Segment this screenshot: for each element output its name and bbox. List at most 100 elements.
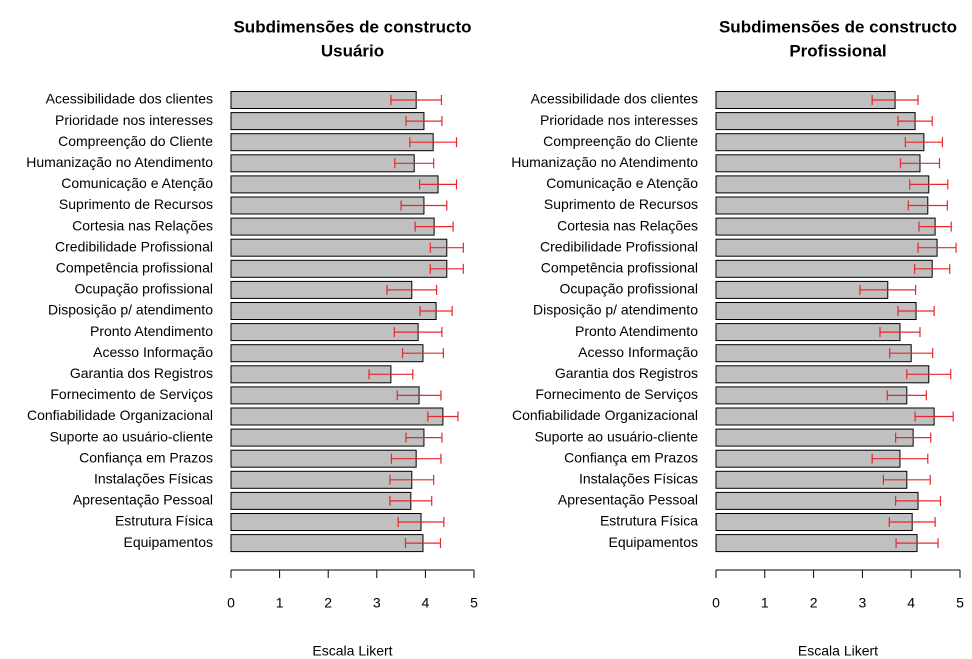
- y-tick-label: Estrutura Física: [600, 513, 698, 529]
- error-bar: [895, 538, 939, 549]
- error-bar: [888, 517, 936, 527]
- y-tick-label: Acesso Informação: [578, 344, 698, 360]
- bar: [715, 407, 935, 426]
- bar: [230, 280, 413, 299]
- bar: [230, 175, 439, 194]
- y-tick-label: Comunicação e Atenção: [61, 175, 213, 191]
- x-tick-label: 1: [276, 595, 284, 611]
- bar: [715, 302, 917, 320]
- y-tick-label: Humanização no Atendimento: [511, 154, 698, 170]
- error-bar: [897, 306, 935, 316]
- bar: [230, 470, 413, 489]
- y-tick-label: Credibilidade Profissional: [55, 238, 213, 254]
- chart-title: Subdimensões de constructo: [233, 17, 471, 36]
- x-tick-label: 5: [956, 595, 964, 611]
- bar: [230, 154, 415, 173]
- y-tick-label: Competência profissional: [541, 260, 698, 276]
- error-bar: [899, 158, 941, 169]
- bar: [230, 365, 392, 384]
- error-bar: [405, 432, 443, 443]
- error-bar: [914, 411, 954, 422]
- bar: [230, 217, 435, 236]
- y-tick-label: Disposição p/ atendimento: [533, 302, 698, 318]
- error-bar: [394, 158, 435, 169]
- bar: [715, 428, 914, 447]
- y-tick-label: Disposição p/ atendimento: [48, 302, 213, 318]
- y-tick-label: Prioridade nos interesses: [55, 112, 213, 128]
- y-tick-label: Instalações Físicas: [94, 471, 213, 487]
- error-bar: [882, 474, 931, 485]
- bar: [715, 175, 930, 194]
- error-bar: [897, 116, 933, 127]
- chart-subtitle: Usuário: [321, 41, 384, 60]
- bar: [230, 302, 437, 320]
- error-bar: [894, 495, 942, 506]
- y-tick-label: Pronto Atendimento: [575, 323, 698, 339]
- bar: [230, 491, 412, 510]
- error-bar: [389, 495, 433, 506]
- error-bar: [404, 538, 442, 549]
- y-tick-label: Acesso Informação: [93, 344, 213, 360]
- error-bar: [400, 200, 448, 211]
- y-tick-label: Garantia dos Registros: [70, 365, 213, 381]
- y-tick-label: Comunicação e Atenção: [546, 175, 698, 191]
- error-bar: [871, 453, 929, 464]
- y-tick-label: Estrutura Física: [115, 513, 213, 529]
- bar: [715, 259, 933, 278]
- y-tick-label: Ocupação profissional: [559, 281, 698, 297]
- error-bar: [906, 369, 952, 380]
- bar: [715, 513, 913, 531]
- error-bar: [429, 242, 464, 253]
- bar: [230, 259, 448, 278]
- bar: [230, 196, 425, 215]
- bar: [230, 513, 422, 531]
- bar: [230, 344, 424, 363]
- error-bar: [393, 327, 443, 338]
- error-bar: [389, 474, 435, 485]
- error-bar: [419, 306, 453, 316]
- error-bar: [414, 221, 454, 232]
- y-tick-label: Compreenção do Cliente: [543, 133, 698, 149]
- x-axis-label: Escala Likert: [798, 643, 878, 659]
- y-tick-label: Equipamentos: [123, 534, 213, 550]
- y-tick-label: Competência profissional: [56, 260, 213, 276]
- x-tick-label: 0: [227, 595, 235, 611]
- bar: [230, 407, 444, 426]
- y-tick-label: Garantia dos Registros: [555, 365, 698, 381]
- y-tick-label: Confiabilidade Organizacional: [27, 407, 213, 423]
- error-bar: [429, 263, 464, 274]
- y-tick-label: Ocupação profissional: [74, 281, 213, 297]
- error-bar: [390, 95, 443, 105]
- error-bar: [909, 179, 949, 190]
- error-bar: [409, 137, 458, 148]
- x-tick-label: 0: [712, 595, 720, 611]
- y-tick-label: Apresentação Pessoal: [558, 492, 698, 508]
- error-bar: [879, 327, 921, 338]
- y-tick-label: Equipamentos: [608, 534, 698, 550]
- bar: [230, 534, 424, 553]
- error-bar: [386, 284, 438, 295]
- x-tick-label: 2: [810, 595, 818, 611]
- y-tick-label: Prioridade nos interesses: [540, 112, 698, 128]
- error-bar: [368, 369, 414, 380]
- x-tick-label: 1: [761, 595, 769, 611]
- bar: [715, 470, 908, 489]
- y-tick-label: Fornecimento de Serviços: [535, 386, 698, 402]
- bar: [230, 428, 425, 447]
- y-tick-label: Confiança em Prazos: [79, 449, 213, 465]
- y-tick-label: Suprimento de Recursos: [59, 196, 213, 212]
- error-bar: [859, 284, 917, 295]
- bar: [230, 133, 434, 152]
- bar: [230, 238, 448, 257]
- error-bar: [401, 348, 444, 359]
- bar: [715, 217, 936, 236]
- y-tick-label: Confiança em Prazos: [564, 449, 698, 465]
- bar: [715, 154, 921, 173]
- x-axis-label: Escala Likert: [312, 643, 392, 659]
- bar: [230, 91, 417, 109]
- y-tick-label: Credibilidade Profissional: [540, 238, 698, 254]
- y-tick-label: Suprimento de Recursos: [544, 196, 698, 212]
- x-tick-label: 5: [470, 595, 478, 611]
- bar: [715, 196, 929, 215]
